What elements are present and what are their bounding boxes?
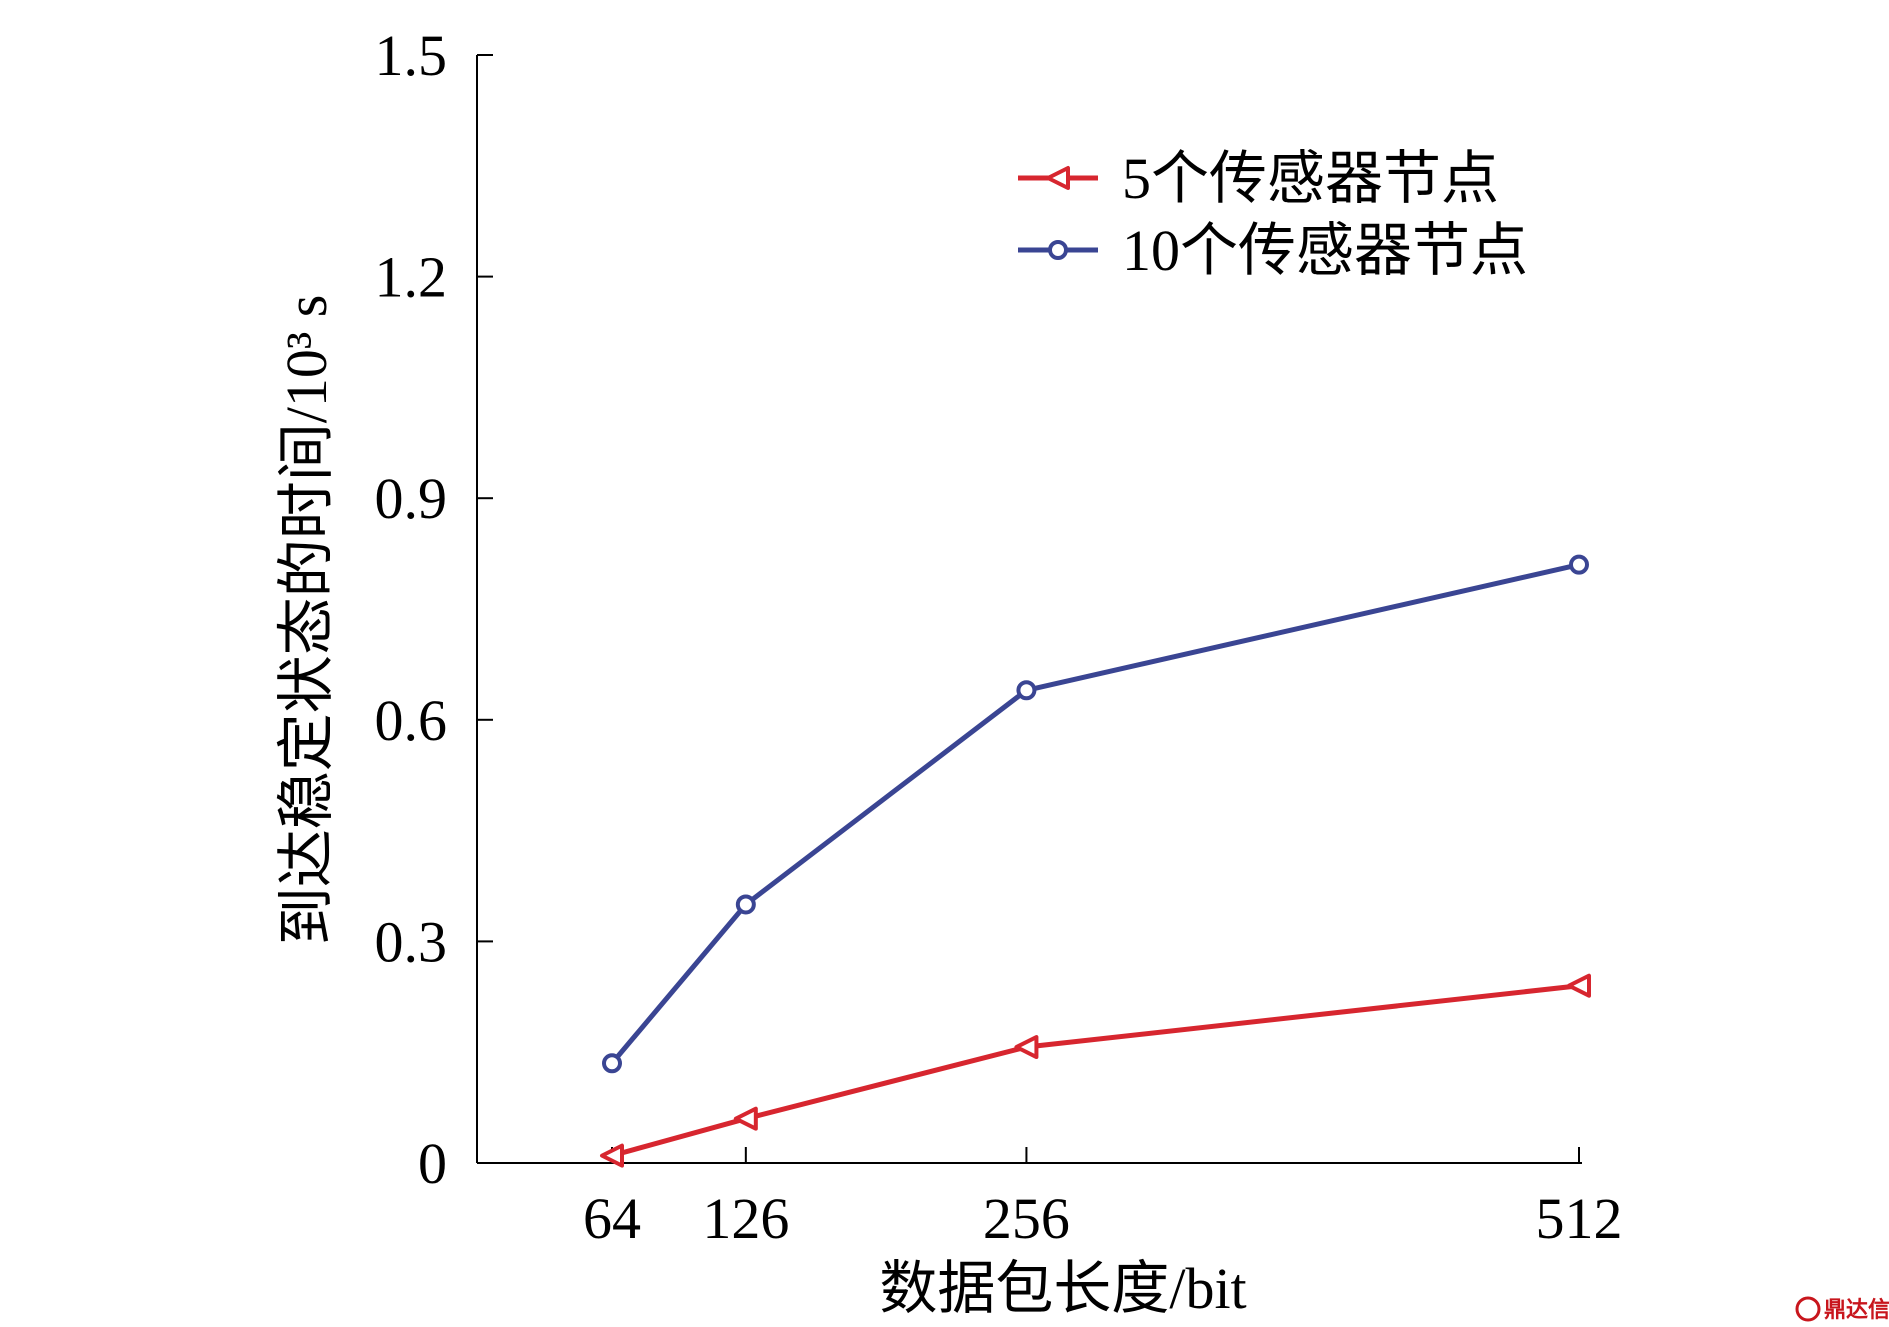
series-line <box>611 983 1580 1159</box>
y-tick-label: 0 <box>418 1131 447 1196</box>
x-tick-label: 256 <box>983 1186 1070 1251</box>
y-tick-label: 1.5 <box>375 23 448 88</box>
y-tick-label: 0.6 <box>375 688 448 753</box>
y-ticks: 0 0.3 0.6 0.9 1.2 1.5 <box>375 23 493 1196</box>
data-point <box>733 1106 758 1131</box>
watermark-text: 鼎达信 <box>1824 1297 1889 1323</box>
legend-item: 5个传感器节点 <box>1018 146 1499 211</box>
data-point <box>735 894 756 915</box>
legend-label: 10个传感器节点 <box>1122 218 1528 283</box>
data-point <box>1567 973 1591 998</box>
series-line <box>610 562 1580 1065</box>
data-point <box>602 1053 622 1074</box>
data-point <box>1014 1035 1039 1060</box>
series-2 <box>602 554 1589 1074</box>
x-tick-label: 126 <box>702 1186 789 1251</box>
legend-marker <box>1048 240 1068 260</box>
data-point <box>600 1143 624 1168</box>
watermark: 鼎达信 <box>1795 1296 1889 1323</box>
watermark-logo-icon <box>1795 1296 1821 1322</box>
legend-item: 10个传感器节点 <box>1018 218 1528 283</box>
legend-marker <box>1046 166 1070 190</box>
y-tick-label: 0.3 <box>375 909 448 974</box>
y-axis-label: 到达稳定状态的时间/10³ s <box>274 295 339 946</box>
y-tick-label: 1.2 <box>375 245 448 310</box>
x-tick-label: 512 <box>1536 1186 1623 1251</box>
series-1 <box>600 973 1591 1168</box>
legend: 5个传感器节点 10个传感器节点 <box>1018 146 1528 283</box>
axes <box>476 55 1582 1164</box>
data-point <box>1016 680 1037 701</box>
x-axis-label: 数据包长度/bit <box>879 1256 1246 1321</box>
legend-label: 5个传感器节点 <box>1122 146 1499 211</box>
series-layer <box>600 554 1591 1168</box>
x-ticks: 64 126 256 512 <box>583 1147 1623 1251</box>
x-tick-label: 64 <box>583 1186 641 1251</box>
y-tick-label: 0.9 <box>375 466 448 531</box>
data-point <box>1569 554 1589 575</box>
